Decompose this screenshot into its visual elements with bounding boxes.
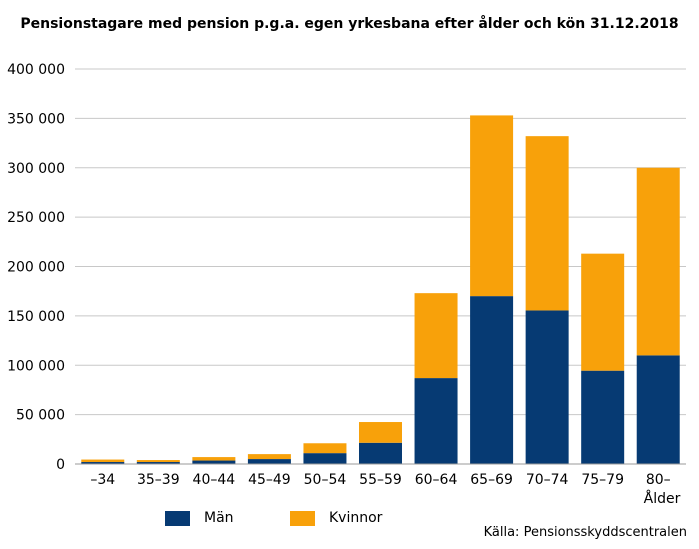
y-tick-label: 300 000 (7, 161, 65, 177)
x-tick-label: –34 (90, 472, 115, 488)
bar-man (192, 460, 236, 464)
bar-kvinnor (581, 253, 625, 371)
x-tick-label: 80– (646, 472, 671, 488)
y-tick-label: 50 000 (16, 408, 65, 424)
y-axis-ticks: 0 50 000 100 000 150 000 200 000 250 000 300 0… (7, 62, 65, 473)
bar-kvinnor (359, 422, 402, 443)
y-tick-label: 200 000 (7, 260, 65, 276)
bar-man (303, 453, 347, 464)
y-tick-label: 150 000 (7, 309, 65, 325)
bar-kvinnor (525, 136, 569, 311)
legend-item-kvinnor: Kvinnor (290, 510, 382, 526)
chart-title: Pensionstagare med pension p.g.a. egen y… (20, 16, 679, 32)
source-note: Källa: Pensionsskyddscentralen (483, 525, 687, 540)
x-tick-label: 55–59 (359, 472, 402, 488)
x-axis-label: Ålder (644, 490, 681, 507)
bar-kvinnor (303, 443, 347, 454)
bar-man (470, 296, 514, 464)
bar-man (581, 370, 625, 464)
x-tick-label: 35–39 (137, 472, 180, 488)
legend-item-man: Män (165, 510, 234, 526)
x-tick-label: 50–54 (304, 472, 347, 488)
x-tick-label: 70–74 (526, 472, 569, 488)
y-tick-label: 0 (56, 457, 65, 473)
x-tick-label: 40–44 (193, 472, 236, 488)
bar-man (136, 462, 180, 464)
bar-man (359, 442, 402, 464)
bars (81, 115, 680, 464)
bar-kvinnor (247, 454, 291, 460)
legend-label-man: Män (204, 510, 234, 526)
x-tick-label: 65–69 (470, 472, 513, 488)
y-tick-label: 250 000 (7, 210, 65, 226)
bar-kvinnor (414, 293, 458, 379)
y-tick-label: 400 000 (7, 62, 65, 78)
bar-kvinnor (81, 459, 125, 463)
x-tick-label: 75–79 (581, 472, 624, 488)
legend-label-kvinnor: Kvinnor (329, 510, 383, 526)
legend-swatch-man (165, 510, 190, 526)
y-tick-label: 350 000 (7, 111, 65, 127)
bar-man (247, 459, 291, 464)
bar-man (525, 310, 569, 464)
bar-man (81, 462, 125, 464)
bar-man (414, 378, 458, 464)
bar-man (636, 355, 680, 464)
bar-kvinnor (136, 460, 180, 463)
legend-swatch-kvinnor (290, 510, 315, 526)
x-axis-categories: –34 35–39 40–44 45–49 50–54 55–59 60–64 65–69 70… (90, 472, 670, 488)
x-tick-label: 60–64 (415, 472, 458, 488)
bar-kvinnor (192, 457, 236, 461)
y-tick-label: 100 000 (7, 358, 65, 374)
x-tick-label: 45–49 (248, 472, 291, 488)
bar-kvinnor (636, 167, 680, 356)
bar-kvinnor (470, 115, 514, 297)
